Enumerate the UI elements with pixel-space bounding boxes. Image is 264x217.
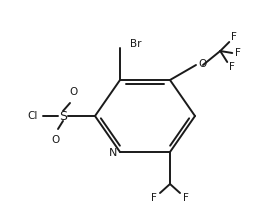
Text: O: O bbox=[199, 59, 207, 69]
Text: S: S bbox=[59, 110, 67, 123]
Text: F: F bbox=[183, 193, 189, 203]
Text: F: F bbox=[229, 62, 235, 72]
Text: F: F bbox=[235, 48, 241, 58]
Text: Br: Br bbox=[130, 39, 142, 49]
Text: O: O bbox=[51, 135, 59, 145]
Text: Cl: Cl bbox=[28, 111, 38, 121]
Text: F: F bbox=[231, 32, 237, 42]
Text: O: O bbox=[69, 87, 77, 97]
Text: F: F bbox=[151, 193, 157, 203]
Text: N: N bbox=[109, 148, 117, 158]
